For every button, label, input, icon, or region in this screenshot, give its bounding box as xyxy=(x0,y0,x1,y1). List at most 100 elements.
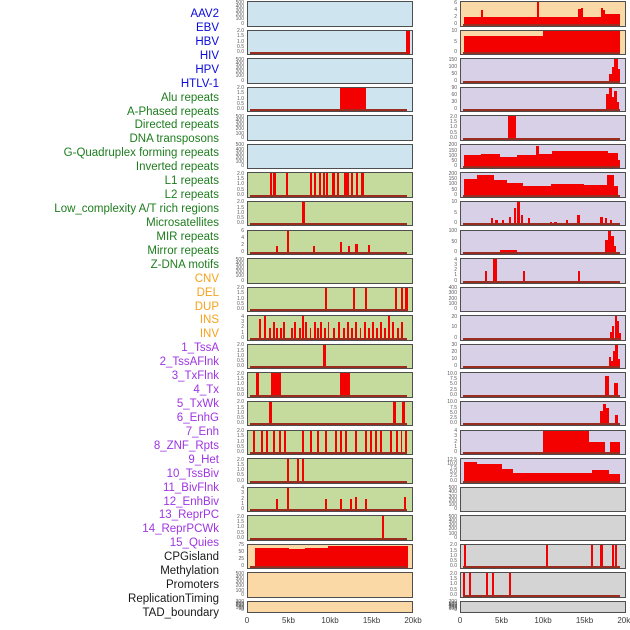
track-bar xyxy=(588,442,606,455)
y-tick-label: 3 xyxy=(241,490,244,497)
y-tick-label: 2.0 xyxy=(450,542,457,549)
track-bar xyxy=(325,173,329,197)
y-tick-label: 100 xyxy=(235,130,244,137)
track-label: HPV xyxy=(195,63,219,76)
track-bar xyxy=(464,155,481,169)
y-tick-label: 1.0 xyxy=(237,209,244,216)
track-y-axis: 300 250 200 150 100 50 0 xyxy=(221,599,246,614)
track-panel xyxy=(460,29,626,56)
track-baseline xyxy=(250,566,408,569)
y-tick-label: 150 xyxy=(235,603,244,610)
y-tick-label: 50 xyxy=(451,158,457,165)
track-baseline xyxy=(250,452,408,455)
y-tick-label: 0.0 xyxy=(237,534,244,541)
y-tick-label: 1.0 xyxy=(237,524,244,531)
track-bar xyxy=(259,319,262,340)
track-bar xyxy=(325,430,328,455)
track-bar xyxy=(592,470,609,483)
track-y-axis: 2.0 1.5 1.0 0.5 0.0 xyxy=(221,514,246,541)
y-tick-label: 100 xyxy=(448,181,457,188)
y-tick-label: 1 xyxy=(241,329,244,336)
track-bar xyxy=(390,546,408,569)
y-tick-label: 4 xyxy=(241,485,244,492)
y-tick-label: 4 xyxy=(454,6,457,13)
track-bar xyxy=(305,322,308,340)
track-bar xyxy=(343,328,346,340)
track-panel xyxy=(460,286,626,313)
track-baseline xyxy=(250,509,408,512)
track-bar xyxy=(302,459,305,483)
y-tick-label: 200 xyxy=(448,497,457,504)
track-label: 8_ZNF_Rpts xyxy=(153,439,219,452)
track-panel xyxy=(460,143,626,170)
y-tick-label: 0 xyxy=(454,534,457,541)
y-tick-label: 1 xyxy=(241,500,244,507)
y-tick-label: 0 xyxy=(241,607,244,614)
track-panel xyxy=(460,515,626,541)
y-tick-label: 0 xyxy=(241,334,244,341)
track-panel xyxy=(460,86,626,113)
y-tick-label: 400 xyxy=(448,285,457,292)
track-bar xyxy=(584,151,608,169)
y-tick-label: 1.0 xyxy=(237,467,244,474)
track-y-axis: 2.0 1.5 1.0 0.5 0.0 xyxy=(221,286,246,313)
track-bar xyxy=(611,544,614,569)
track-label: Microsatellites xyxy=(146,216,219,229)
y-tick-label: 200 xyxy=(448,295,457,302)
track-baseline xyxy=(463,423,621,426)
y-tick-label: 0 xyxy=(241,20,244,27)
track-bar xyxy=(254,547,289,569)
track-baseline xyxy=(250,337,408,340)
y-tick-label: 2.5 xyxy=(450,415,457,422)
track-bar xyxy=(484,270,487,283)
y-tick-label: 1.0 xyxy=(450,552,457,559)
track-panel xyxy=(247,343,413,370)
y-tick-label: 200 xyxy=(235,126,244,133)
y-tick-label: 0.5 xyxy=(450,129,457,136)
track-y-axis: 90 60 30 0 xyxy=(434,86,459,113)
track-bar xyxy=(616,320,620,340)
y-tick-label: 1 xyxy=(454,443,457,450)
y-tick-label: 0.0 xyxy=(450,420,457,427)
track-baseline xyxy=(250,223,408,226)
track-bar xyxy=(613,186,619,197)
track-panel xyxy=(247,400,413,427)
y-tick-label: 2.0 xyxy=(237,456,244,463)
y-tick-label: 0.0 xyxy=(450,591,457,598)
track-baseline xyxy=(250,252,408,255)
track-baseline xyxy=(463,566,621,569)
y-tick-label: 4 xyxy=(454,428,457,435)
track-panel xyxy=(247,315,413,341)
track-panel xyxy=(460,172,626,198)
y-tick-label: 200 xyxy=(448,142,457,149)
y-tick-label: 0.0 xyxy=(450,477,457,484)
y-tick-label: 0 xyxy=(454,363,457,370)
y-tick-label: 7.5 xyxy=(450,376,457,383)
track-bar xyxy=(609,74,612,83)
track-baseline xyxy=(463,452,621,455)
y-tick-label: 300 xyxy=(235,265,244,272)
track-label: Low_complexity A/T rich regions xyxy=(54,203,219,216)
y-tick-label: 150 xyxy=(448,56,457,63)
y-tick-label: 0 xyxy=(454,306,457,313)
track-y-axis: 2.0 1.5 1.0 0.5 0.0 xyxy=(221,86,246,113)
track-bar xyxy=(605,239,608,255)
track-y-axis: 10 5 0 xyxy=(434,29,459,56)
y-tick-label: 0.5 xyxy=(450,558,457,565)
track-panel xyxy=(247,458,413,484)
track-panel xyxy=(460,429,626,456)
y-tick-label: 0.0 xyxy=(237,220,244,227)
y-tick-label: 0.5 xyxy=(237,215,244,222)
y-tick-label: 0 xyxy=(241,163,244,170)
y-tick-label: 300 xyxy=(448,493,457,500)
track-label: 4_Tx xyxy=(193,384,219,397)
y-tick-label: 0 xyxy=(241,77,244,84)
y-tick-label: 200 xyxy=(235,602,244,609)
track-bar xyxy=(338,322,341,340)
y-tick-label: 20 xyxy=(451,349,457,356)
track-bar xyxy=(538,153,552,169)
track-label: ReplicationTiming xyxy=(128,593,219,606)
y-tick-label: 500 xyxy=(235,256,244,263)
y-tick-label: 300 xyxy=(235,599,244,606)
